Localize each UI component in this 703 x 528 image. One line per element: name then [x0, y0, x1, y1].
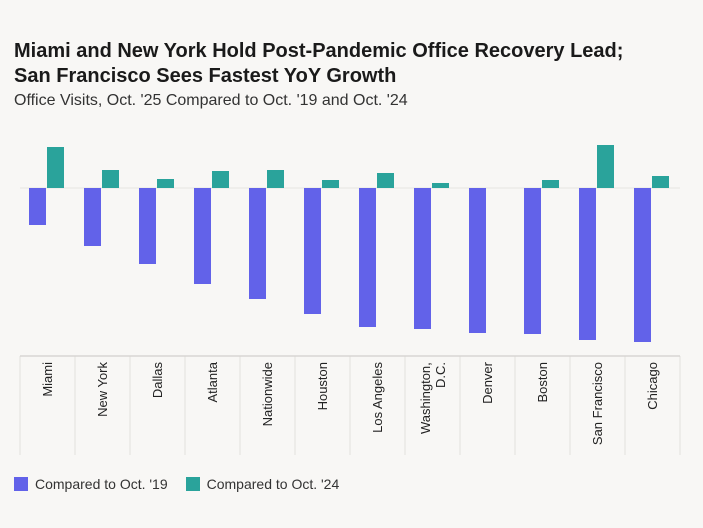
legend-label: Compared to Oct. '19	[35, 476, 168, 492]
bar	[157, 179, 174, 188]
bar	[194, 188, 211, 284]
bar	[652, 176, 669, 188]
chart-title: Miami and New York Hold Post-Pandemic Of…	[14, 40, 624, 62]
x-tick-label: Dallas	[150, 362, 165, 399]
chart-title: San Francisco Sees Fastest YoY Growth	[14, 65, 397, 87]
bar	[29, 188, 46, 225]
x-tick-label: Chicago	[645, 362, 660, 410]
x-tick-label: Denver	[480, 362, 495, 404]
legend-swatch	[185, 477, 200, 491]
bar	[414, 188, 431, 329]
bar	[249, 188, 266, 299]
bar	[84, 188, 101, 246]
x-tick-label: San Francisco	[590, 362, 605, 446]
x-tick-label: Atlanta	[205, 362, 220, 403]
bar	[469, 188, 486, 333]
x-tick-label: Boston	[535, 362, 550, 403]
x-tick-label: Miami	[40, 362, 55, 397]
bar	[304, 188, 321, 314]
bar	[267, 170, 284, 188]
bar	[102, 170, 119, 188]
legend-swatch	[14, 477, 28, 491]
bar	[542, 180, 559, 188]
bar	[322, 180, 339, 188]
x-tick-label: New York	[95, 362, 110, 417]
legend-label: Compared to Oct. '24	[206, 476, 340, 492]
x-tick-label: Houston	[315, 362, 330, 411]
bar	[47, 147, 64, 188]
bar	[432, 183, 449, 188]
bar	[212, 171, 229, 188]
bar	[359, 188, 376, 327]
x-tick-label: Washington, D.C.	[417, 362, 448, 434]
bar	[524, 188, 541, 334]
bar	[377, 173, 394, 188]
bar	[139, 188, 156, 264]
bar	[579, 188, 596, 340]
x-tick-label: Los Angeles	[370, 362, 385, 433]
chart-subtitle: Office Visits, Oct. '25 Compared to Oct.…	[14, 92, 408, 109]
bar	[597, 145, 614, 188]
x-tick-label: Nationwide	[260, 362, 275, 427]
bar	[634, 188, 651, 342]
